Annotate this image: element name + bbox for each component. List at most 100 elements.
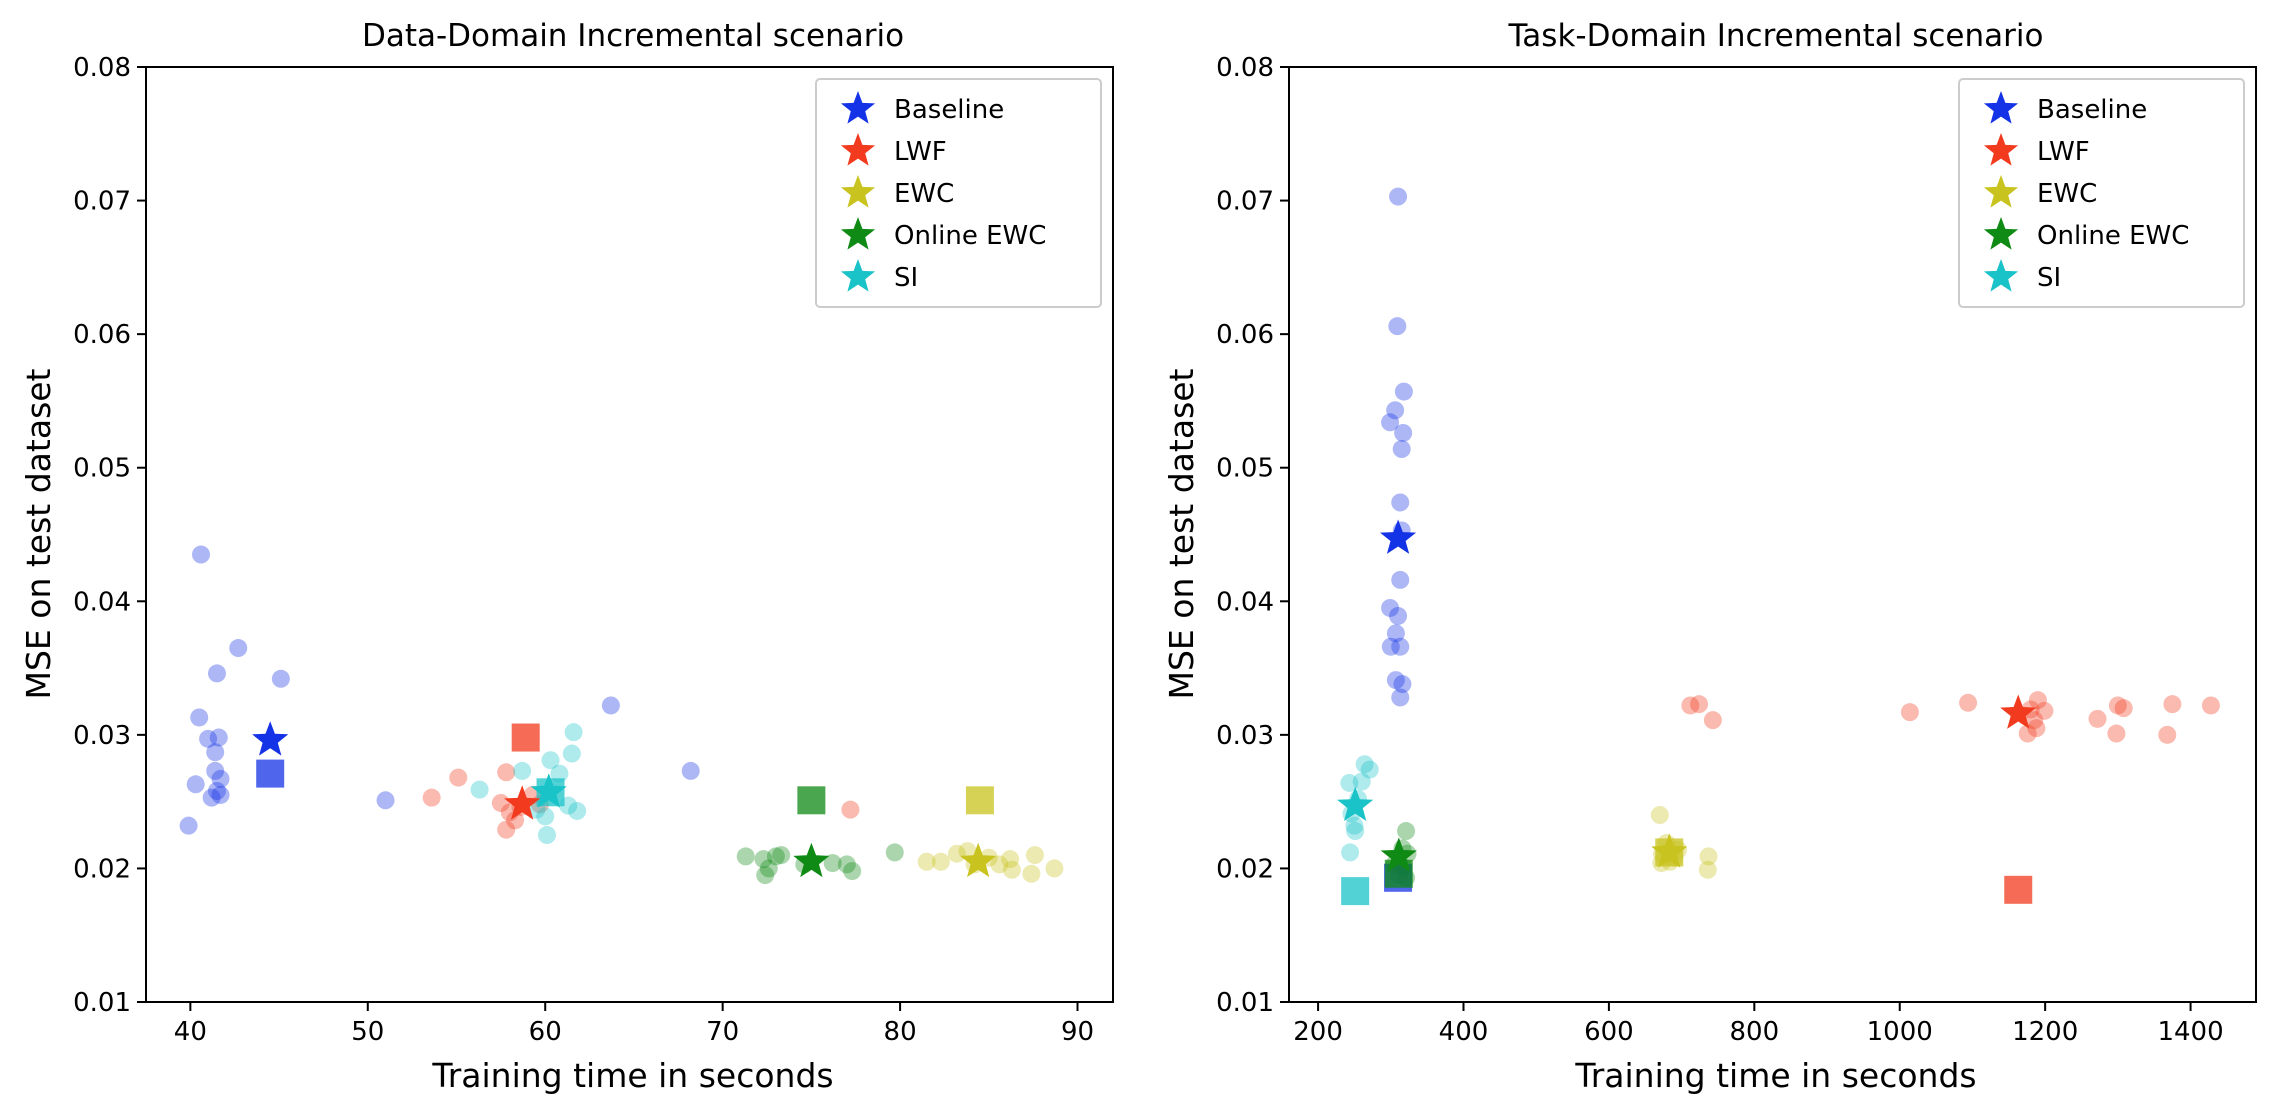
y-ticks: 0.01 0.02 0.03 0.04 0.05 0.06 0.07 0.08 [73, 53, 146, 1018]
point-baseline [1391, 637, 1410, 656]
point-online-ewc [766, 847, 785, 866]
point-lwf [2018, 724, 2037, 743]
point-lwf [2108, 696, 2127, 715]
point-lwf [2163, 695, 2182, 714]
y-ticks: 0.01 0.02 0.03 0.04 0.05 0.06 0.07 0.08 [1216, 53, 1289, 1018]
y-tick-label: 0.04 [1216, 587, 1274, 617]
plot-marks [179, 545, 1064, 885]
square-si [1341, 877, 1370, 906]
legend-marker-baseline [840, 91, 876, 124]
point-baseline [1389, 187, 1408, 206]
point-baseline [199, 729, 218, 748]
x-tick-label: 1400 [2157, 1017, 2223, 1047]
point-baseline [211, 769, 230, 788]
point-ewc [1002, 860, 1021, 879]
y-tick-label: 0.03 [73, 721, 131, 751]
y-axis-label: MSE on test dataset [19, 368, 58, 699]
point-lwf [497, 820, 516, 839]
point-si [1345, 816, 1364, 835]
point-baseline [1394, 382, 1413, 401]
mean-star-lwf [504, 785, 541, 820]
point-online-ewc [1397, 822, 1416, 841]
mean-star-baseline [1380, 519, 1417, 554]
legend: Baseline LWF EWC Online EWC SI [815, 78, 1102, 308]
y-axis-label: MSE on test dataset [1162, 368, 1201, 699]
point-baseline [186, 775, 205, 794]
point-ewc [1025, 846, 1044, 865]
panel-data-domain: Data-Domain Incremental scenario 40 50 60 7… [19, 18, 1114, 1095]
point-ewc [917, 852, 936, 871]
square-lwf [2004, 875, 2033, 904]
point-lwf [2025, 711, 2044, 730]
legend-label: Online EWC [2037, 221, 2189, 251]
point-si [541, 751, 560, 770]
point-lwf [1959, 693, 1978, 712]
legend-marker-si [1983, 259, 2019, 292]
point-ewc [1650, 806, 1669, 824]
point-lwf [1690, 695, 1709, 714]
point-online-ewc [772, 846, 791, 865]
x-tick-label: 1200 [2012, 1017, 2078, 1047]
panel-task-domain: Task-Domain Incremental scenario 200 400 6… [1162, 18, 2257, 1095]
point-si [537, 826, 556, 845]
x-tick-label: 800 [1730, 1017, 1780, 1047]
y-tick-label: 0.06 [73, 320, 131, 350]
square-ewc [965, 786, 994, 815]
square-online-ewc [797, 786, 826, 815]
point-online-ewc [843, 862, 862, 881]
point-lwf [2158, 725, 2177, 744]
legend-marker-ewc [840, 175, 876, 208]
x-tick-label: 90 [1061, 1017, 1094, 1047]
point-baseline [1391, 688, 1410, 707]
y-tick-label: 0.05 [73, 454, 131, 484]
x-tick-label: 200 [1293, 1017, 1343, 1047]
mean-star-online-ewc [1380, 837, 1417, 872]
plot-marks [1337, 187, 2220, 906]
x-ticks: 200 400 600 800 1000 1200 1400 [1293, 1002, 2224, 1047]
point-ewc [947, 844, 966, 863]
legend-label: SI [894, 263, 918, 293]
point-ewc [1699, 847, 1718, 866]
x-tick-label: 600 [1584, 1017, 1634, 1047]
legend-label: LWF [2037, 137, 2090, 167]
point-baseline [1386, 671, 1405, 690]
legend-marker-lwf [840, 133, 876, 166]
point-baseline [1386, 401, 1405, 420]
x-tick-label: 80 [884, 1017, 917, 1047]
mean-star-online-ewc [793, 842, 830, 878]
y-tick-label: 0.06 [1216, 320, 1274, 350]
legend-marker-lwf [1983, 133, 2019, 166]
point-ewc [931, 852, 950, 871]
legend-box [815, 78, 1102, 308]
point-lwf [2035, 701, 2054, 720]
point-si [1352, 772, 1371, 791]
y-tick-label: 0.01 [73, 988, 131, 1018]
point-baseline [1391, 493, 1410, 512]
legend-marker-online-ewc [1983, 217, 2019, 250]
point-lwf [422, 788, 441, 807]
point-baseline [190, 708, 209, 727]
x-tick-label: 400 [1439, 1017, 1489, 1047]
x-axis-label: Training time in seconds [1574, 1056, 1976, 1095]
point-si [536, 807, 555, 826]
point-baseline [192, 545, 211, 564]
point-si [1355, 755, 1374, 774]
point-lwf [2201, 696, 2220, 715]
x-tick-label: 50 [351, 1017, 384, 1047]
y-tick-label: 0.03 [1216, 721, 1274, 751]
point-lwf [2027, 719, 2046, 738]
y-tick-label: 0.08 [73, 53, 131, 83]
legend-marker-si [840, 259, 876, 292]
x-ticks: 40 50 60 70 80 90 [174, 1002, 1094, 1047]
point-online-ewc [759, 859, 778, 878]
mean-star-lwf [2000, 694, 2037, 729]
point-lwf [2088, 709, 2107, 728]
point-baseline [601, 696, 620, 715]
legend-marker-baseline [1983, 91, 2019, 124]
square-baseline [256, 759, 285, 788]
point-ewc [1001, 850, 1020, 869]
point-baseline [681, 761, 700, 780]
legend-box [1958, 78, 2245, 308]
point-baseline [1386, 624, 1405, 643]
